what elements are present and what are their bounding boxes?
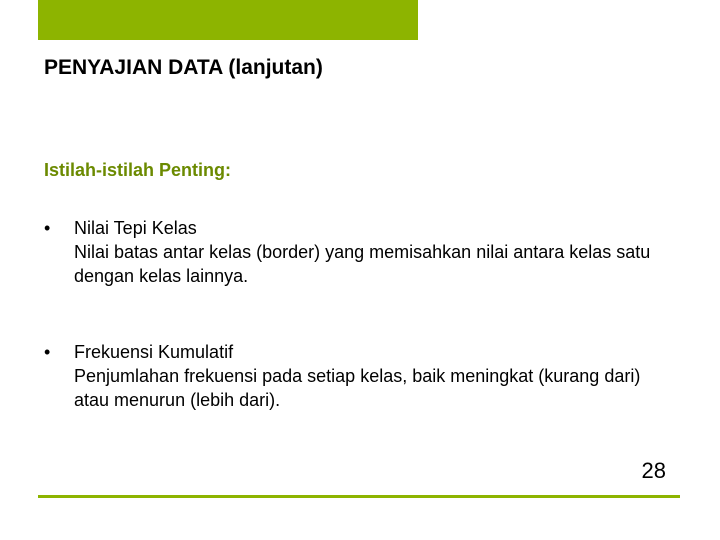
page-number: 28 <box>642 458 666 484</box>
bullet-term: Nilai Tepi Kelas <box>74 218 197 238</box>
section-subtitle: Istilah-istilah Penting: <box>44 160 231 181</box>
bullet-term: Frekuensi Kumulatif <box>74 342 233 362</box>
accent-bottom-line <box>38 495 680 498</box>
accent-top-bar <box>38 0 418 40</box>
slide-title: PENYAJIAN DATA (lanjutan) <box>44 56 323 80</box>
bullet-marker: • <box>44 340 74 364</box>
bullet-desc: Nilai batas antar kelas (border) yang me… <box>74 242 650 286</box>
bullet-marker: • <box>44 216 74 240</box>
bullet-item: • Nilai Tepi Kelas Nilai batas antar kel… <box>44 216 674 288</box>
bullet-item: • Frekuensi Kumulatif Penjumlahan frekue… <box>44 340 674 412</box>
bullet-desc: Penjumlahan frekuensi pada setiap kelas,… <box>74 366 640 410</box>
bullet-text: Frekuensi Kumulatif Penjumlahan frekuens… <box>74 340 674 412</box>
bullet-text: Nilai Tepi Kelas Nilai batas antar kelas… <box>74 216 674 288</box>
